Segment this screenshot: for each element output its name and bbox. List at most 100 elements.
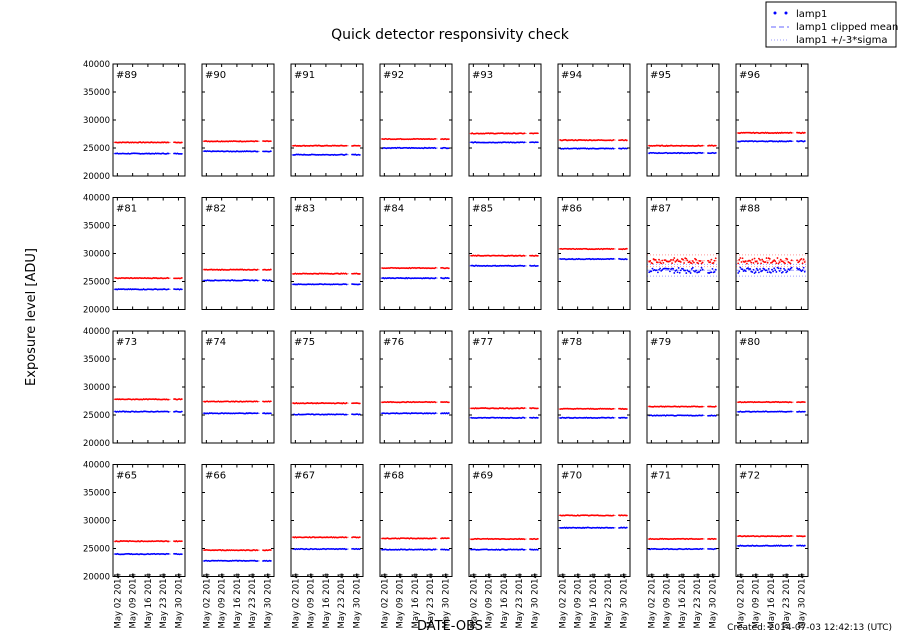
data-point xyxy=(689,272,692,274)
panel-frame xyxy=(557,330,631,444)
data-point xyxy=(771,261,773,264)
panel-74: #74 xyxy=(201,330,275,444)
data-point xyxy=(766,271,769,274)
panel-67: #67 May 02 2014 May 09 2014 May 16 2014 May … xyxy=(290,464,364,629)
data-point xyxy=(679,261,682,263)
data-point xyxy=(434,537,437,540)
data-point xyxy=(167,152,170,155)
data-point xyxy=(711,267,714,270)
data-point xyxy=(710,258,713,261)
data-point xyxy=(358,273,361,275)
panel-label: #84 xyxy=(383,204,404,215)
data-point xyxy=(167,552,170,555)
data-point xyxy=(180,288,183,291)
data-point xyxy=(770,271,772,274)
data-point xyxy=(695,258,697,261)
panel-79: #79 xyxy=(646,330,720,444)
panel-frame xyxy=(379,464,453,577)
data-point xyxy=(669,270,671,273)
data-point xyxy=(345,413,348,416)
panel-label: #68 xyxy=(383,471,404,482)
data-point xyxy=(683,262,685,264)
data-point xyxy=(345,536,348,539)
data-point xyxy=(434,412,437,414)
panel-81: #81 20000 25000 30000 35000 40000 xyxy=(83,194,186,316)
panel-82: #82 xyxy=(201,197,275,310)
x-tick-label: May 09 2014 xyxy=(752,573,762,628)
data-point xyxy=(701,414,704,417)
panel-frame xyxy=(735,63,809,177)
data-point xyxy=(741,257,744,260)
y-tick-label: 35000 xyxy=(83,489,110,499)
panel-label: #77 xyxy=(472,337,493,348)
data-point xyxy=(685,272,688,274)
data-point xyxy=(256,560,259,562)
data-point xyxy=(612,257,615,260)
y-tick-label: 25000 xyxy=(83,278,110,288)
data-point xyxy=(658,258,660,261)
x-tick-label: May 09 2014 xyxy=(129,573,139,628)
data-point xyxy=(675,269,678,271)
y-tick-label: 35000 xyxy=(83,355,110,365)
data-point xyxy=(752,262,755,264)
data-point xyxy=(167,411,170,413)
panel-label: #90 xyxy=(205,70,226,81)
data-point xyxy=(536,141,539,144)
data-point xyxy=(661,268,664,271)
data-point xyxy=(167,288,170,291)
panel-label: #83 xyxy=(294,204,315,215)
data-point xyxy=(774,269,777,272)
panel-frame xyxy=(646,63,720,177)
data-point xyxy=(744,270,747,273)
data-point xyxy=(434,548,437,551)
data-point xyxy=(782,260,784,263)
data-point xyxy=(744,260,747,263)
data-point xyxy=(180,410,183,413)
panel-frame xyxy=(468,197,542,310)
panel-86: #86 xyxy=(557,197,631,310)
data-point xyxy=(523,264,526,267)
data-point xyxy=(672,267,675,270)
data-point xyxy=(523,538,526,541)
panel-label: #73 xyxy=(116,337,137,348)
x-tick-label: May 16 2014 xyxy=(233,573,243,628)
data-point xyxy=(625,139,628,142)
data-point xyxy=(676,271,679,274)
data-point xyxy=(691,260,694,262)
data-point xyxy=(625,247,628,250)
data-point xyxy=(784,262,786,265)
data-point xyxy=(536,407,539,410)
panel-label: #92 xyxy=(383,70,404,81)
data-point xyxy=(784,269,786,272)
data-point xyxy=(691,266,694,269)
data-point xyxy=(803,544,806,547)
data-point xyxy=(678,271,681,274)
data-point xyxy=(345,283,348,286)
data-point xyxy=(694,270,696,273)
data-point xyxy=(693,261,695,264)
data-point xyxy=(751,271,754,273)
y-tick-label: 30000 xyxy=(83,383,110,393)
data-point xyxy=(788,269,791,271)
data-point xyxy=(684,269,687,272)
data-point xyxy=(790,410,793,413)
data-point xyxy=(803,535,806,538)
data-point xyxy=(256,400,259,403)
data-point xyxy=(180,398,183,400)
panel-frame xyxy=(290,197,364,310)
panel-88: #88 xyxy=(735,197,809,310)
y-tick-label: 20000 xyxy=(83,439,110,449)
panel-68: #68 May 02 2014 May 09 2014 May 16 2014 May … xyxy=(379,464,453,629)
data-point xyxy=(701,537,704,540)
x-tick-label: May 30 2014 xyxy=(441,573,451,628)
x-tick-label: May 23 2014 xyxy=(515,573,525,628)
data-point xyxy=(612,514,615,517)
data-point xyxy=(358,402,361,405)
y-tick-label: 20000 xyxy=(83,573,110,583)
data-point xyxy=(714,151,717,154)
data-point xyxy=(701,547,704,550)
data-point xyxy=(699,269,702,272)
data-point xyxy=(790,266,793,269)
x-tick-label: May 02 2014 xyxy=(736,573,746,628)
